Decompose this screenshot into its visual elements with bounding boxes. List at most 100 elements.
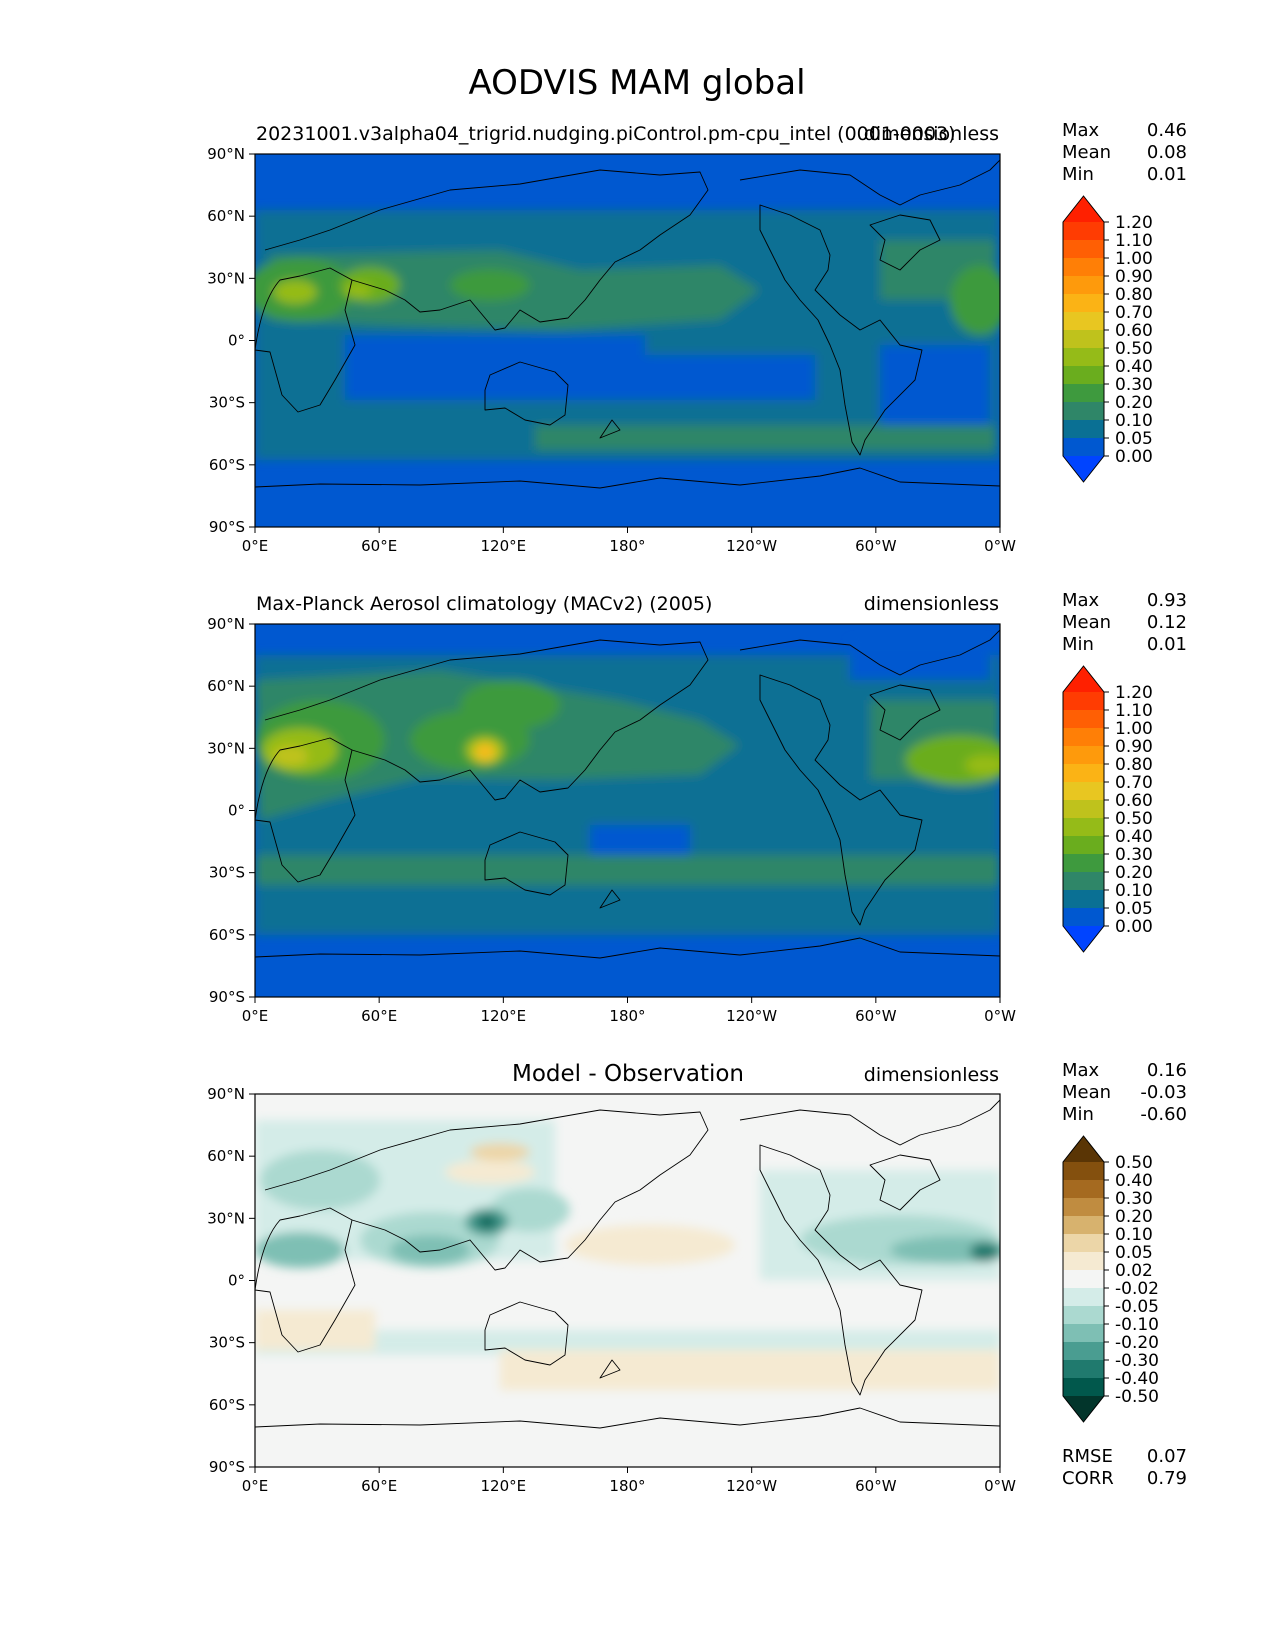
stat-value: 0.16 [1147,1060,1187,1081]
colorbar-tick-label: 1.10 [1115,701,1153,721]
lat-tick-label: 30°S [209,864,245,882]
colorbar-segment [1063,348,1104,367]
panel-title-left: Max-Planck Aerosol climatology (MACv2) (… [256,593,712,615]
colorbar-extend-min [1063,1396,1104,1422]
colorbar-tick-label: 1.10 [1115,231,1153,251]
stats-box: Max 0.93 Mean 0.12 Min 0.01 [1062,590,1187,655]
panel-difference: Model - Observation dimensionless [207,1060,1187,1495]
lon-axis: 0°E 60°E 120°E 180° 120°W 60°W 0°W [242,527,1016,555]
colorbar-tick-label: 0.50 [1115,339,1153,359]
colorbar-tick-label: 0.50 [1115,1153,1153,1173]
colorbar-extend-min [1063,926,1104,952]
lat-tick-label: 0° [228,802,245,820]
panel-units: dimensionless [864,123,999,145]
figure-title: AODVIS MAM global [468,63,805,103]
panel-units: dimensionless [864,593,999,615]
lon-tick-label: 0°E [242,1007,269,1025]
colorbar-tick-label: 0.00 [1115,917,1153,937]
colorbar-segment [1063,402,1104,421]
lon-tick-label: 120°E [481,537,527,555]
colorbar-tick-label: 1.20 [1115,683,1153,703]
panel-title-left: 20231001.v3alpha04_trigrid.nudging.piCon… [256,123,956,145]
lat-tick-label: 60°S [209,1396,245,1414]
colorbar-tick-label: 0.00 [1115,447,1153,467]
stat-label: Min [1062,634,1094,655]
lat-tick-label: 60°N [207,207,245,225]
stat-label: Mean [1062,1082,1111,1103]
colorbar-segment [1063,384,1104,403]
colorbar-segment [1063,908,1104,927]
lon-tick-label: 0°W [984,1007,1016,1025]
lon-tick-label: 60°E [361,1007,397,1025]
map-field [255,154,1000,527]
colorbar-tick-label: 0.05 [1115,429,1153,449]
stat-label: Mean [1062,612,1111,633]
lat-tick-label: 90°N [207,1085,245,1103]
coastlines [255,1099,1000,1429]
lon-tick-label: 60°W [855,1477,897,1495]
colorbar-tick-label: 1.20 [1115,213,1153,233]
colorbar-extend-max [1063,1136,1104,1162]
lon-tick-label: 0°E [242,1477,269,1495]
colorbar-segment [1063,872,1104,891]
colorbar-segment [1063,1306,1104,1325]
colorbar-tick-label: 0.20 [1115,863,1153,883]
colorbar-tick-label: 1.00 [1115,249,1153,269]
colorbar: 1.201.101.000.900.800.700.600.500.400.30… [1062,665,1153,953]
stat-value: 0.08 [1147,142,1187,163]
lon-tick-label: 120°W [726,1007,777,1025]
lat-tick-label: 30°N [207,269,245,287]
colorbar-extend-max [1063,666,1104,692]
coastlines [255,159,1000,489]
panel-units: dimensionless [864,1064,999,1086]
stat-value: 0.01 [1147,634,1187,655]
colorbar-tick-label: -0.05 [1115,1297,1159,1317]
lon-tick-label: 60°E [361,1477,397,1495]
colorbar-segment [1063,1270,1104,1289]
stats-box: Max 0.46 Mean 0.08 Min 0.01 [1062,120,1187,185]
colorbar-tick-label: 0.60 [1115,321,1153,341]
lat-axis: 90°N 60°N 30°N 0° 30°S 60°S 90°S [207,145,255,536]
stat-value: 0.12 [1147,612,1187,633]
rmse-label: RMSE [1062,1446,1113,1467]
lat-tick-label: 30°N [207,739,245,757]
colorbar-tick-label: 0.20 [1115,393,1153,413]
stat-label: Mean [1062,142,1111,163]
lat-tick-label: 90°S [209,1458,245,1476]
stat-value: 0.93 [1147,590,1187,611]
colorbar-tick-label: 0.60 [1115,791,1153,811]
colorbar-tick-label: 0.80 [1115,285,1153,305]
colorbar-tick-label: 0.20 [1115,1207,1153,1227]
lat-axis: 90°N 60°N 30°N 0° 30°S 60°S 90°S [207,1085,255,1476]
colorbar-tick-label: 0.40 [1115,1171,1153,1191]
colorbar-segment [1063,240,1104,259]
lon-tick-label: 180° [609,537,645,555]
colorbar-tick-label: 0.30 [1115,1189,1153,1209]
colorbar-tick-label: -0.50 [1115,1387,1159,1407]
colorbar: 0.500.400.300.200.100.050.02-0.02-0.05-0… [1062,1135,1159,1423]
lon-tick-label: 60°E [361,537,397,555]
colorbar-tick-label: -0.10 [1115,1315,1159,1335]
colorbar-segment [1063,420,1104,439]
colorbar-extend-max [1063,196,1104,222]
colorbar-segment [1063,258,1104,277]
lon-tick-label: 60°W [855,1007,897,1025]
lat-tick-label: 0° [228,332,245,350]
colorbar-segment [1063,1234,1104,1253]
lat-tick-label: 60°N [207,677,245,695]
colorbar-segment [1063,1324,1104,1343]
colorbar-segment [1063,728,1104,747]
colorbar-tick-label: 0.10 [1115,1225,1153,1245]
colorbar-segment [1063,890,1104,909]
colorbar-segment [1063,222,1104,241]
colorbar-tick-label: 0.90 [1115,737,1153,757]
lat-tick-label: 90°N [207,615,245,633]
corr-label: CORR [1062,1468,1114,1489]
stat-label: Max [1062,590,1100,611]
colorbar-segment [1063,1378,1104,1397]
colorbar-segment [1063,1252,1104,1271]
lon-tick-label: 180° [609,1477,645,1495]
colorbar-segment [1063,1342,1104,1361]
colorbar-segment [1063,818,1104,837]
